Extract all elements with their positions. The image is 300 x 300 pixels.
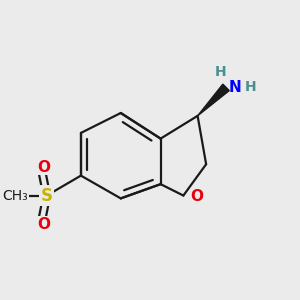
Text: H: H xyxy=(244,80,256,94)
Text: N: N xyxy=(229,80,242,95)
Text: S: S xyxy=(41,187,53,205)
Text: O: O xyxy=(190,190,203,205)
Polygon shape xyxy=(198,84,229,116)
Text: H: H xyxy=(214,65,226,79)
Text: O: O xyxy=(38,160,50,175)
Text: CH₃: CH₃ xyxy=(3,188,28,203)
Text: O: O xyxy=(38,217,50,232)
